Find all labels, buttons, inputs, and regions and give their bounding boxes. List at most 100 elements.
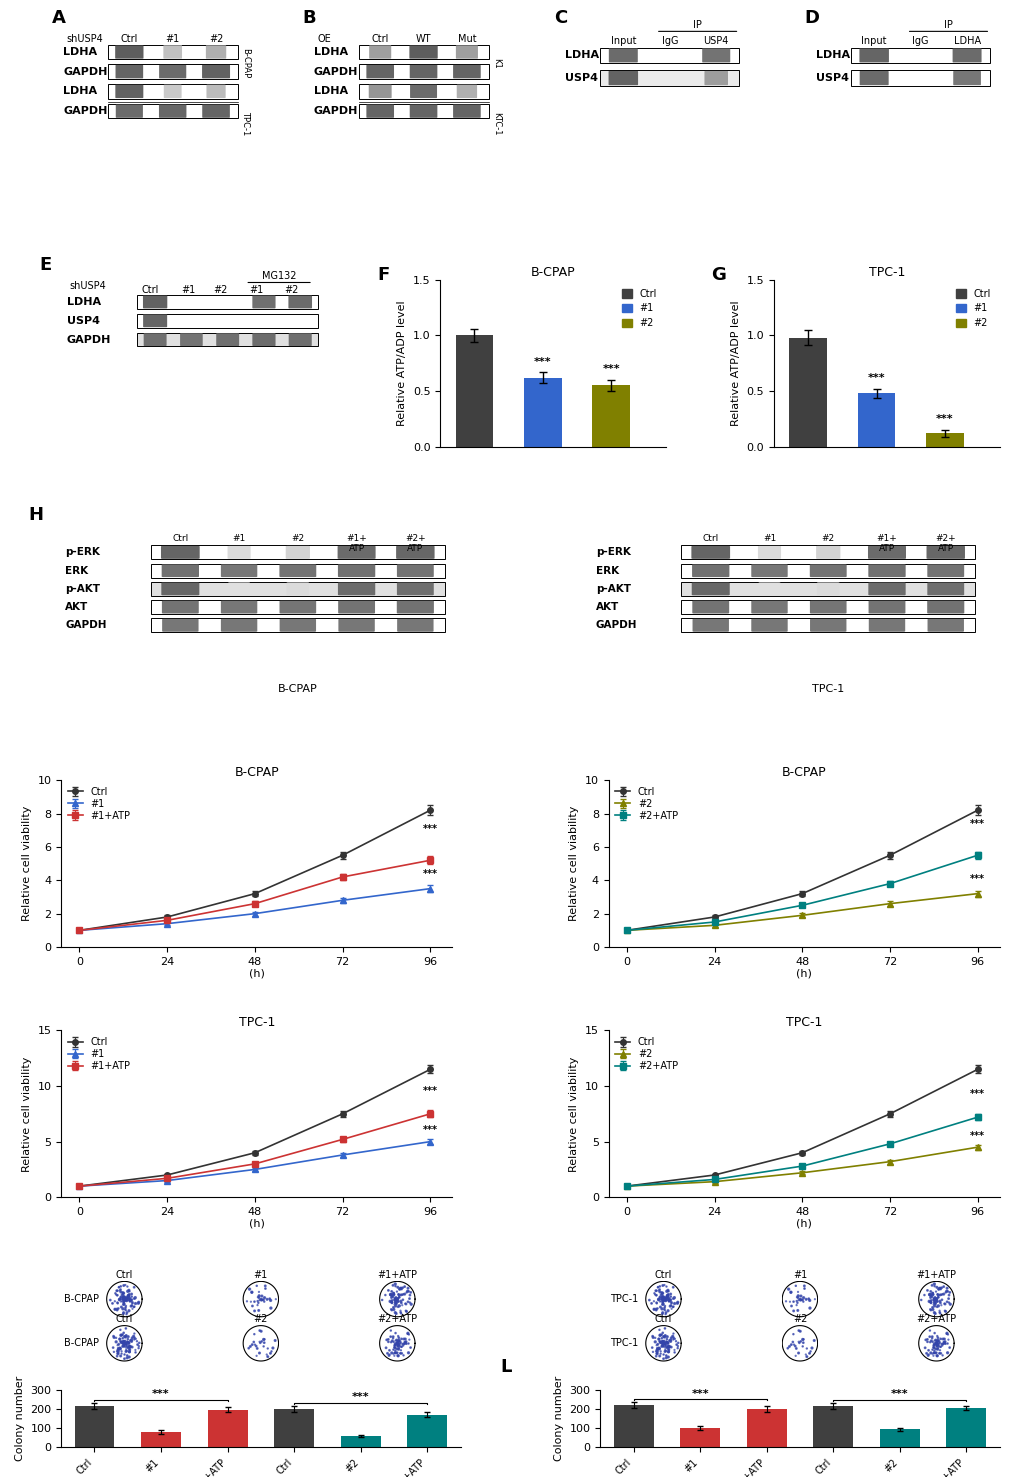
Bar	[108, 84, 237, 99]
Circle shape	[260, 1300, 262, 1301]
Text: ***: ***	[969, 1090, 984, 1099]
Circle shape	[113, 1337, 115, 1338]
Circle shape	[935, 1344, 936, 1346]
Circle shape	[932, 1301, 934, 1304]
Circle shape	[135, 1297, 137, 1298]
Text: ERK: ERK	[595, 566, 619, 576]
Title: TPC-1: TPC-1	[238, 1016, 274, 1029]
Circle shape	[660, 1307, 662, 1310]
Circle shape	[669, 1341, 671, 1343]
Circle shape	[658, 1334, 660, 1337]
Text: B: B	[303, 9, 316, 27]
Circle shape	[397, 1349, 399, 1350]
Circle shape	[946, 1351, 948, 1354]
FancyBboxPatch shape	[163, 46, 181, 59]
Circle shape	[128, 1350, 130, 1353]
Circle shape	[659, 1294, 661, 1295]
Circle shape	[409, 1298, 410, 1300]
Circle shape	[395, 1313, 396, 1315]
Text: Mut: Mut	[458, 34, 476, 44]
Circle shape	[117, 1353, 119, 1354]
Circle shape	[667, 1346, 669, 1347]
Circle shape	[129, 1297, 131, 1300]
Circle shape	[400, 1294, 401, 1295]
Text: IgG: IgG	[911, 35, 928, 46]
Circle shape	[932, 1300, 934, 1301]
X-axis label: (h): (h)	[249, 967, 264, 978]
Circle shape	[653, 1341, 655, 1343]
Circle shape	[123, 1298, 125, 1300]
Bar	[108, 103, 237, 118]
Text: ***: ***	[969, 1130, 984, 1140]
Circle shape	[395, 1349, 397, 1350]
Circle shape	[932, 1344, 933, 1347]
Circle shape	[130, 1294, 132, 1295]
Circle shape	[672, 1335, 673, 1337]
Circle shape	[930, 1292, 932, 1294]
Circle shape	[931, 1294, 932, 1295]
Circle shape	[943, 1343, 945, 1344]
Y-axis label: Relative cell viability: Relative cell viability	[21, 1056, 32, 1171]
Bar	[857, 393, 895, 446]
Circle shape	[660, 1346, 661, 1347]
Circle shape	[394, 1351, 396, 1354]
Circle shape	[124, 1343, 126, 1344]
Circle shape	[122, 1312, 124, 1313]
Text: #1+
ATP: #1+ ATP	[345, 533, 367, 554]
Title: #2+ATP: #2+ATP	[915, 1315, 956, 1323]
Bar	[524, 378, 560, 446]
Circle shape	[665, 1347, 667, 1349]
FancyBboxPatch shape	[396, 601, 433, 613]
Circle shape	[661, 1298, 663, 1300]
Circle shape	[122, 1341, 124, 1343]
Circle shape	[664, 1300, 666, 1301]
FancyBboxPatch shape	[144, 332, 166, 346]
FancyBboxPatch shape	[159, 65, 186, 78]
Circle shape	[944, 1310, 946, 1312]
Circle shape	[936, 1304, 938, 1307]
FancyBboxPatch shape	[369, 84, 391, 97]
Title: Ctrl: Ctrl	[115, 1315, 132, 1323]
FancyBboxPatch shape	[252, 295, 275, 309]
Circle shape	[394, 1303, 396, 1304]
Circle shape	[116, 1309, 118, 1310]
Circle shape	[934, 1343, 936, 1344]
Circle shape	[658, 1354, 660, 1357]
Bar	[274, 1409, 314, 1447]
Circle shape	[132, 1335, 135, 1337]
Circle shape	[128, 1289, 129, 1291]
Text: TPC-1: TPC-1	[811, 684, 844, 694]
Title: #1+ATP: #1+ATP	[915, 1270, 956, 1281]
Polygon shape	[918, 1282, 953, 1317]
Circle shape	[673, 1297, 675, 1298]
FancyBboxPatch shape	[161, 546, 200, 558]
Circle shape	[677, 1301, 678, 1303]
Circle shape	[388, 1354, 389, 1356]
FancyBboxPatch shape	[691, 546, 730, 558]
Circle shape	[138, 1303, 140, 1304]
Title: B-CPAP: B-CPAP	[781, 767, 825, 778]
Text: ***: ***	[533, 356, 551, 366]
Text: LDHA: LDHA	[314, 86, 347, 96]
Title: #2+ATP: #2+ATP	[377, 1315, 417, 1323]
Text: #2: #2	[284, 285, 299, 295]
Y-axis label: Relative ATP/ADP level: Relative ATP/ADP level	[396, 300, 407, 425]
Bar	[137, 295, 318, 309]
Circle shape	[665, 1295, 667, 1297]
Circle shape	[126, 1341, 128, 1343]
Circle shape	[394, 1298, 396, 1300]
Circle shape	[673, 1303, 675, 1304]
Circle shape	[935, 1298, 936, 1300]
FancyBboxPatch shape	[859, 49, 888, 62]
Circle shape	[131, 1301, 133, 1303]
Polygon shape	[918, 1326, 953, 1360]
Circle shape	[120, 1291, 121, 1292]
Circle shape	[269, 1298, 270, 1300]
Circle shape	[118, 1298, 120, 1301]
Circle shape	[120, 1306, 122, 1307]
FancyBboxPatch shape	[704, 71, 728, 86]
Circle shape	[251, 1344, 253, 1346]
Circle shape	[927, 1294, 929, 1295]
Circle shape	[932, 1343, 934, 1346]
Circle shape	[128, 1351, 130, 1353]
